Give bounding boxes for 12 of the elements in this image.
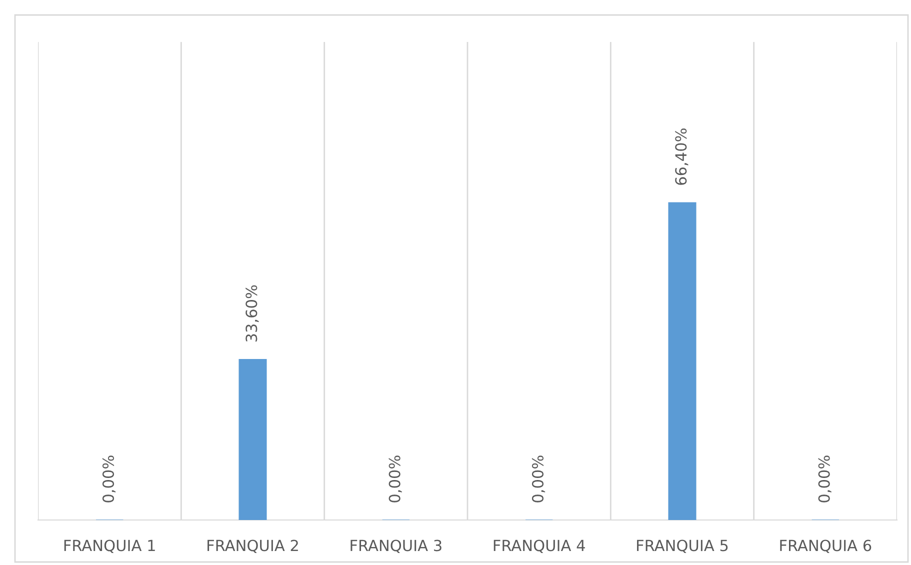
data-label: 33,60% bbox=[246, 285, 259, 342]
x-tick-label: FRANQUIA 1 bbox=[64, 540, 155, 554]
x-tick-label: FRANQUIA 5 bbox=[637, 540, 728, 554]
x-tick-label: FRANQUIA 6 bbox=[780, 540, 872, 554]
data-label: 0,00% bbox=[532, 456, 546, 502]
data-label: 66,40% bbox=[675, 128, 688, 185]
x-tick-label: FRANQUIA 3 bbox=[350, 540, 442, 554]
data-label: 0,00% bbox=[388, 456, 402, 502]
x-tick-label: FRANQUIA 2 bbox=[208, 540, 298, 554]
x-tick-label: FRANQUIA 4 bbox=[494, 540, 585, 554]
data-label: 0,00% bbox=[818, 456, 832, 502]
data-label: 0,00% bbox=[102, 456, 116, 502]
